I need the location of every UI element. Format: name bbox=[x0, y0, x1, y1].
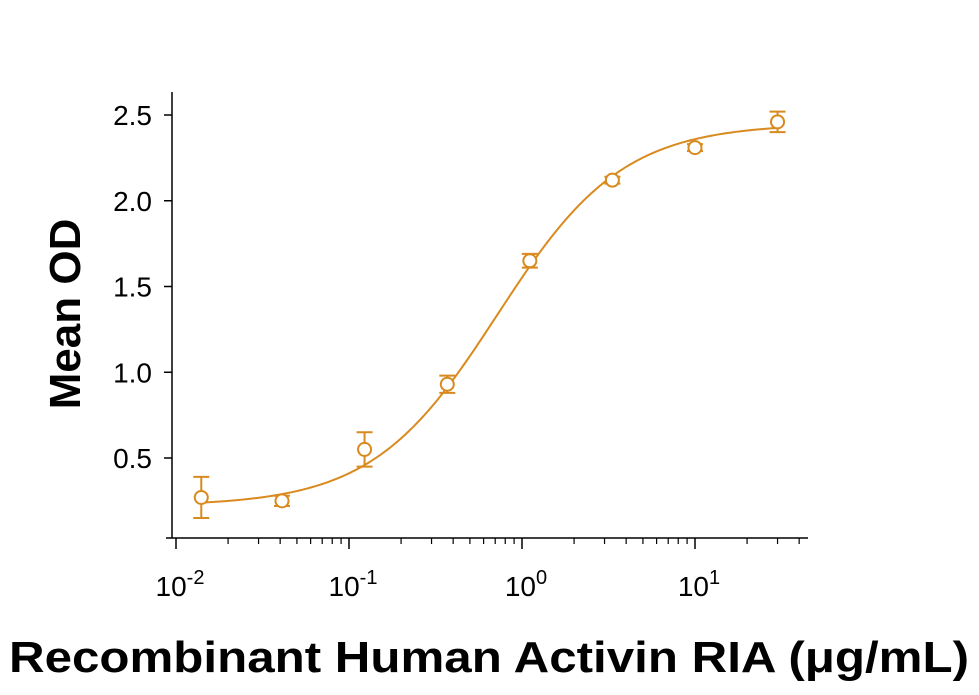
y-tick-label: 1.0 bbox=[113, 357, 152, 388]
fit-curve bbox=[201, 126, 778, 504]
data-point bbox=[356, 431, 373, 468]
data-point bbox=[687, 140, 703, 156]
data-point bbox=[521, 252, 538, 269]
data-marker bbox=[522, 253, 538, 269]
data-marker bbox=[770, 114, 786, 130]
data-point bbox=[769, 110, 786, 134]
data-marker bbox=[687, 140, 703, 156]
data-points bbox=[193, 110, 786, 520]
x-tick-label: 100 bbox=[505, 567, 547, 602]
data-point bbox=[439, 374, 456, 394]
x-tick-label: 10-1 bbox=[329, 567, 378, 602]
x-axis-title: Recombinant Human Activin RIA (μg/mL) bbox=[9, 633, 969, 682]
data-marker bbox=[357, 441, 373, 457]
data-marker bbox=[274, 493, 290, 509]
data-point bbox=[274, 493, 291, 509]
y-tick-label: 2.5 bbox=[113, 100, 152, 131]
y-tick-label: 0.5 bbox=[113, 443, 152, 474]
x-tick-label: 10-2 bbox=[156, 567, 205, 602]
data-marker bbox=[604, 172, 620, 188]
data-marker bbox=[193, 489, 209, 505]
y-axis-title: Mean OD bbox=[41, 219, 90, 410]
fit-curve-group bbox=[201, 126, 778, 504]
data-marker bbox=[439, 376, 455, 392]
data-point bbox=[604, 172, 621, 188]
data-point bbox=[193, 475, 210, 520]
x-tick-label: 101 bbox=[678, 567, 720, 602]
y-tick-label: 2.0 bbox=[113, 186, 152, 217]
ticks: 0.5 1.0 1.5 2.0 2.5 10-2 10-1 100 101 bbox=[113, 100, 800, 602]
axes bbox=[166, 92, 808, 539]
y-tick-label: 1.5 bbox=[113, 272, 152, 303]
